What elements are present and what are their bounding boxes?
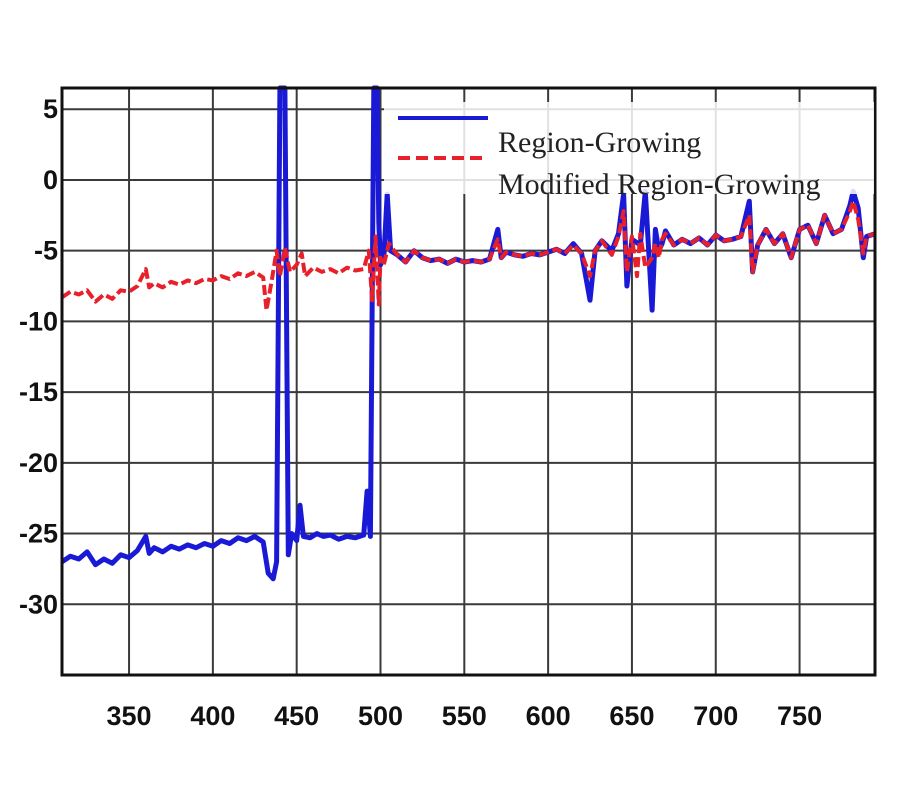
series-line-modified-region-growing [60, 199, 876, 313]
x-tick-label: 450 [274, 701, 319, 731]
legend-label-region-growing: Region-Growing [498, 126, 701, 159]
legend: Region-Growing Modified Region-Growing [384, 102, 874, 201]
y-tick-label: -5 [34, 236, 58, 266]
x-tick-label: 550 [442, 701, 487, 731]
plot-frame [60, 86, 877, 677]
x-tick-label: 500 [358, 701, 403, 731]
y-axis-ticks: 5 0 -5 -10 -15 -20 -25 -30 [19, 94, 58, 619]
x-tick-label: 400 [190, 701, 235, 731]
legend-label-modified-region-growing: Modified Region-Growing [498, 168, 820, 201]
x-tick-label: 350 [107, 701, 152, 731]
x-tick-label: 700 [693, 701, 738, 731]
y-tick-label: -25 [19, 519, 58, 549]
series-layer [60, 85, 876, 582]
x-tick-label: 650 [609, 701, 654, 731]
y-tick-label: -30 [19, 589, 58, 619]
y-tick-label: 0 [43, 165, 58, 195]
y-tick-label: -10 [19, 306, 58, 336]
y-tick-label: -20 [19, 448, 58, 478]
x-axis-ticks: 350 400 450 500 550 600 650 700 750 [107, 701, 823, 731]
x-tick-label: 600 [526, 701, 571, 731]
y-tick-label: 5 [43, 94, 58, 124]
x-tick-label: 750 [777, 701, 822, 731]
y-tick-label: -15 [19, 377, 58, 407]
